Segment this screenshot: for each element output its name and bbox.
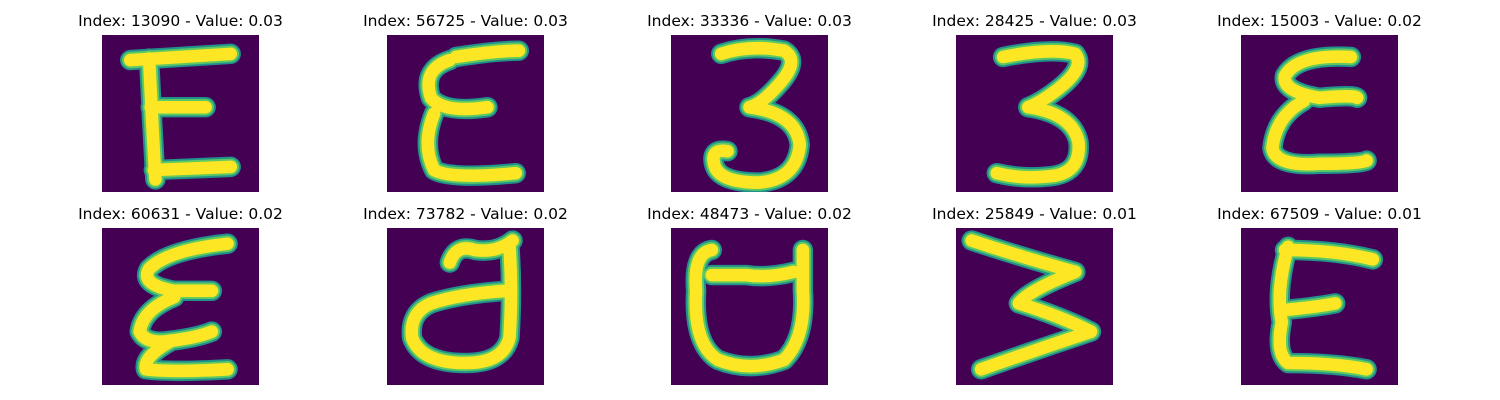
panel-title: Index: 33336 - Value: 0.03 bbox=[647, 12, 852, 30]
panel-image bbox=[956, 228, 1113, 385]
panel-title: Index: 25849 - Value: 0.01 bbox=[932, 205, 1137, 223]
image-panel: Index: 13090 - Value: 0.03 bbox=[38, 0, 323, 192]
stroke-core bbox=[123, 47, 238, 186]
panel-title: Index: 28425 - Value: 0.03 bbox=[932, 12, 1137, 30]
digit-image bbox=[671, 228, 828, 385]
panel-image bbox=[102, 35, 259, 192]
stroke-core bbox=[689, 243, 810, 373]
panel-title: Index: 15003 - Value: 0.02 bbox=[1217, 12, 1422, 30]
image-panel: Index: 48473 - Value: 0.02 bbox=[607, 193, 892, 385]
panel-title: Index: 73782 - Value: 0.02 bbox=[363, 205, 568, 223]
panel-image bbox=[671, 35, 828, 192]
panel-title: Index: 56725 - Value: 0.03 bbox=[363, 12, 568, 30]
image-panel: Index: 73782 - Value: 0.02 bbox=[323, 193, 608, 385]
stroke-core bbox=[707, 41, 807, 189]
stroke-core bbox=[421, 44, 526, 182]
image-panel: Index: 33336 - Value: 0.03 bbox=[607, 0, 892, 192]
image-panel: Index: 25849 - Value: 0.01 bbox=[892, 193, 1177, 385]
panel-image bbox=[1241, 228, 1398, 385]
image-panel: Index: 67509 - Value: 0.01 bbox=[1177, 193, 1462, 385]
panel-title: Index: 48473 - Value: 0.02 bbox=[647, 205, 852, 223]
panel-image bbox=[387, 228, 544, 385]
panel-title: Index: 60631 - Value: 0.02 bbox=[78, 205, 283, 223]
image-panel: Index: 28425 - Value: 0.03 bbox=[892, 0, 1177, 192]
image-panel: Index: 56725 - Value: 0.03 bbox=[323, 0, 608, 192]
digit-image bbox=[956, 35, 1113, 192]
digit-image bbox=[102, 35, 259, 192]
panel-image bbox=[102, 228, 259, 385]
digit-image bbox=[956, 228, 1113, 385]
stroke-core bbox=[1273, 240, 1380, 376]
digit-image bbox=[1241, 228, 1398, 385]
stroke-core bbox=[405, 234, 519, 370]
digit-image bbox=[671, 35, 828, 192]
panel-image bbox=[671, 228, 828, 385]
stroke-core bbox=[1266, 50, 1373, 171]
digit-image bbox=[1241, 35, 1398, 192]
image-panel: Index: 15003 - Value: 0.02 bbox=[1177, 0, 1462, 192]
panel-image bbox=[1241, 35, 1398, 192]
panel-image bbox=[387, 35, 544, 192]
image-panel: Index: 60631 - Value: 0.02 bbox=[38, 193, 323, 385]
digit-image bbox=[102, 228, 259, 385]
stroke-core bbox=[133, 237, 234, 378]
digit-image bbox=[387, 228, 544, 385]
panel-title: Index: 13090 - Value: 0.03 bbox=[78, 12, 283, 30]
stroke-core bbox=[990, 45, 1085, 184]
panel-image bbox=[956, 35, 1113, 192]
digit-image bbox=[387, 35, 544, 192]
panel-title: Index: 67509 - Value: 0.01 bbox=[1217, 205, 1422, 223]
stroke-core bbox=[965, 234, 1098, 376]
